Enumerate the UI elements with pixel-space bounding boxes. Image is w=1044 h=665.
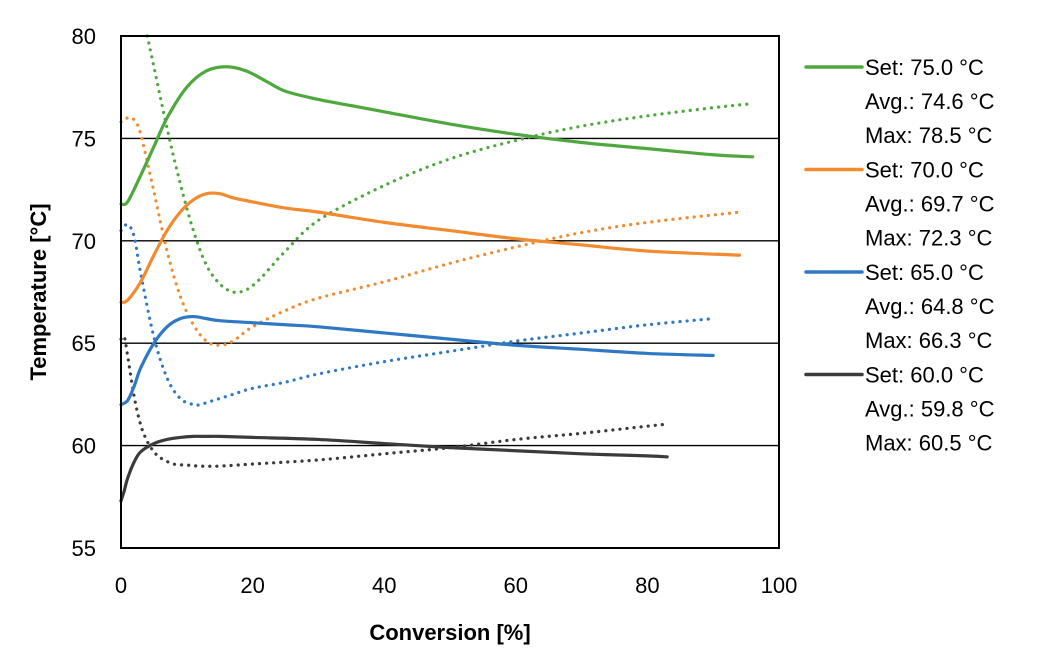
series-s75-reactor-solid-line [119,65,755,207]
y-tick-label: 60 [72,434,96,459]
legend-set-label: Set: 75.0 °C [865,55,984,80]
legend-set-label: Set: 65.0 °C [865,260,984,285]
legend-max-label: Max: 72.3 °C [865,226,993,251]
legend-max-label: Max: 78.5 °C [865,123,993,148]
y-tick-label: 80 [72,24,96,49]
x-axis-title: Conversion [%] [369,620,530,645]
x-tick-label: 0 [115,573,127,598]
y-tick-label: 75 [72,126,96,151]
series-s75-jacket-dotted-line [145,34,755,294]
y-tick-labels: 55 60 65 70 75 80 [72,24,96,561]
legend-max-label: Max: 66.3 °C [865,328,993,353]
legend-set-label: Set: 70.0 °C [865,158,984,183]
x-tick-labels: 0 20 40 60 80 100 [115,573,797,598]
series-s65-jacket-dotted-line [119,222,715,407]
y-tick-label: 70 [72,229,96,254]
y-axis-title: Temperature [°C] [26,203,51,380]
series-s70-jacket-dotted-line [119,116,742,347]
series-s60-reactor-solid-line [119,434,669,503]
x-tick-label: 60 [504,573,528,598]
legend-set-label: Set: 60.0 °C [865,363,984,388]
y-tick-label: 55 [72,536,96,561]
x-tick-label: 100 [761,573,798,598]
legend-avg-label: Avg.: 74.6 °C [865,89,995,114]
x-tick-label: 80 [635,573,659,598]
plot-frame [120,35,780,549]
legend: Set: 75.0 °C Avg.: 74.6 °C Max: 78.5 °C Set… [804,55,995,456]
series-s60-jacket-dotted-line [119,334,669,468]
x-tick-label: 20 [240,573,264,598]
legend-max-label: Max: 60.5 °C [865,431,993,456]
legend-avg-label: Avg.: 64.8 °C [865,294,995,319]
series-s65-reactor-solid-line [119,314,715,407]
x-tick-label: 40 [372,573,396,598]
series-lines [119,34,755,503]
legend-avg-label: Avg.: 59.8 °C [865,397,995,422]
series-s70-reactor-solid-line [119,191,742,304]
y-tick-label: 65 [72,331,96,356]
legend-avg-label: Avg.: 69.7 °C [865,192,995,217]
